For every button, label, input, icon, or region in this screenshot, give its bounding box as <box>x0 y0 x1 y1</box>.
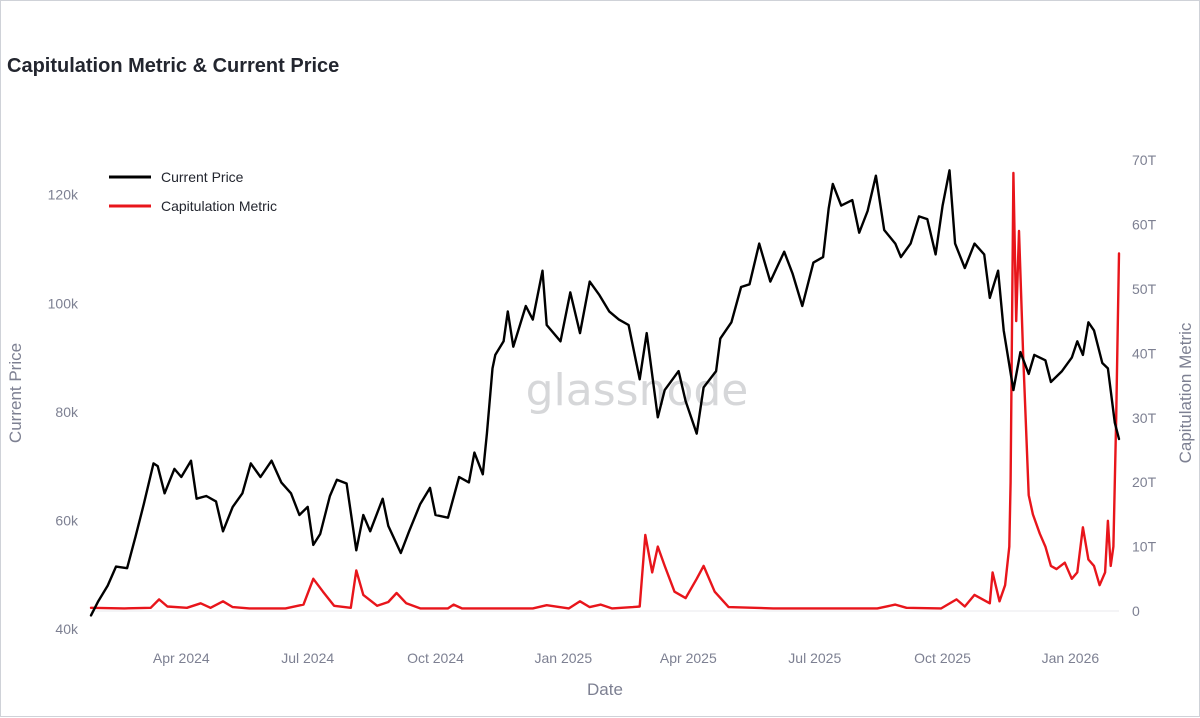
y-left-tick-label: 80k <box>55 404 79 420</box>
y-left-tick-label: 60k <box>55 512 79 528</box>
y-left-tick-label: 40k <box>55 621 79 637</box>
y-left-tick-label: 100k <box>48 295 79 311</box>
y-right-tick-label: 20T <box>1132 474 1157 490</box>
series-layer <box>89 169 1121 617</box>
y-right-tick-label: 0 <box>1132 603 1140 619</box>
series-line-current-price <box>89 169 1121 617</box>
y-right-tick-label: 60T <box>1132 217 1157 233</box>
y-right-tick-label: 10T <box>1132 539 1157 555</box>
legend-label-capitulation-metric[interactable]: Capitulation Metric <box>161 198 277 214</box>
x-tick-label: Oct 2025 <box>914 650 971 666</box>
chart-title: Capitulation Metric & Current Price <box>7 55 340 77</box>
y-left-tick-label: 120k <box>48 187 79 203</box>
watermark: glassnode <box>526 365 749 416</box>
y-right-tick-label: 30T <box>1132 410 1157 426</box>
x-tick-label: Jul 2025 <box>788 650 841 666</box>
y-right-tick-label: 50T <box>1132 281 1157 297</box>
x-axis-title: Date <box>587 680 623 699</box>
x-tick-label: Apr 2024 <box>153 650 210 666</box>
y-right-axis-ticks: 0 10T 20T 30T 40T 50T 60T 70T <box>1132 152 1157 619</box>
series-line-capitulation-metric <box>89 171 1121 610</box>
x-tick-label: Apr 2025 <box>660 650 717 666</box>
x-axis-ticks: Apr 2024 Jul 2024 Oct 2024 Jan 2025 Apr 2025… <box>153 650 1100 666</box>
y-left-axis-title: Current Price <box>6 343 25 443</box>
x-tick-label: Jan 2025 <box>535 650 593 666</box>
y-right-axis-title: Capitulation Metric <box>1176 322 1195 463</box>
y-left-axis-ticks: 40k 60k 80k 100k 120k <box>48 187 79 637</box>
legend-label-current-price[interactable]: Current Price <box>161 169 244 185</box>
x-tick-label: Jan 2026 <box>1042 650 1100 666</box>
x-tick-label: Oct 2024 <box>407 650 464 666</box>
x-tick-label: Jul 2024 <box>281 650 334 666</box>
y-right-tick-label: 70T <box>1132 152 1157 168</box>
y-right-tick-label: 40T <box>1132 345 1157 361</box>
legend: Current Price Capitulation Metric <box>109 169 277 214</box>
